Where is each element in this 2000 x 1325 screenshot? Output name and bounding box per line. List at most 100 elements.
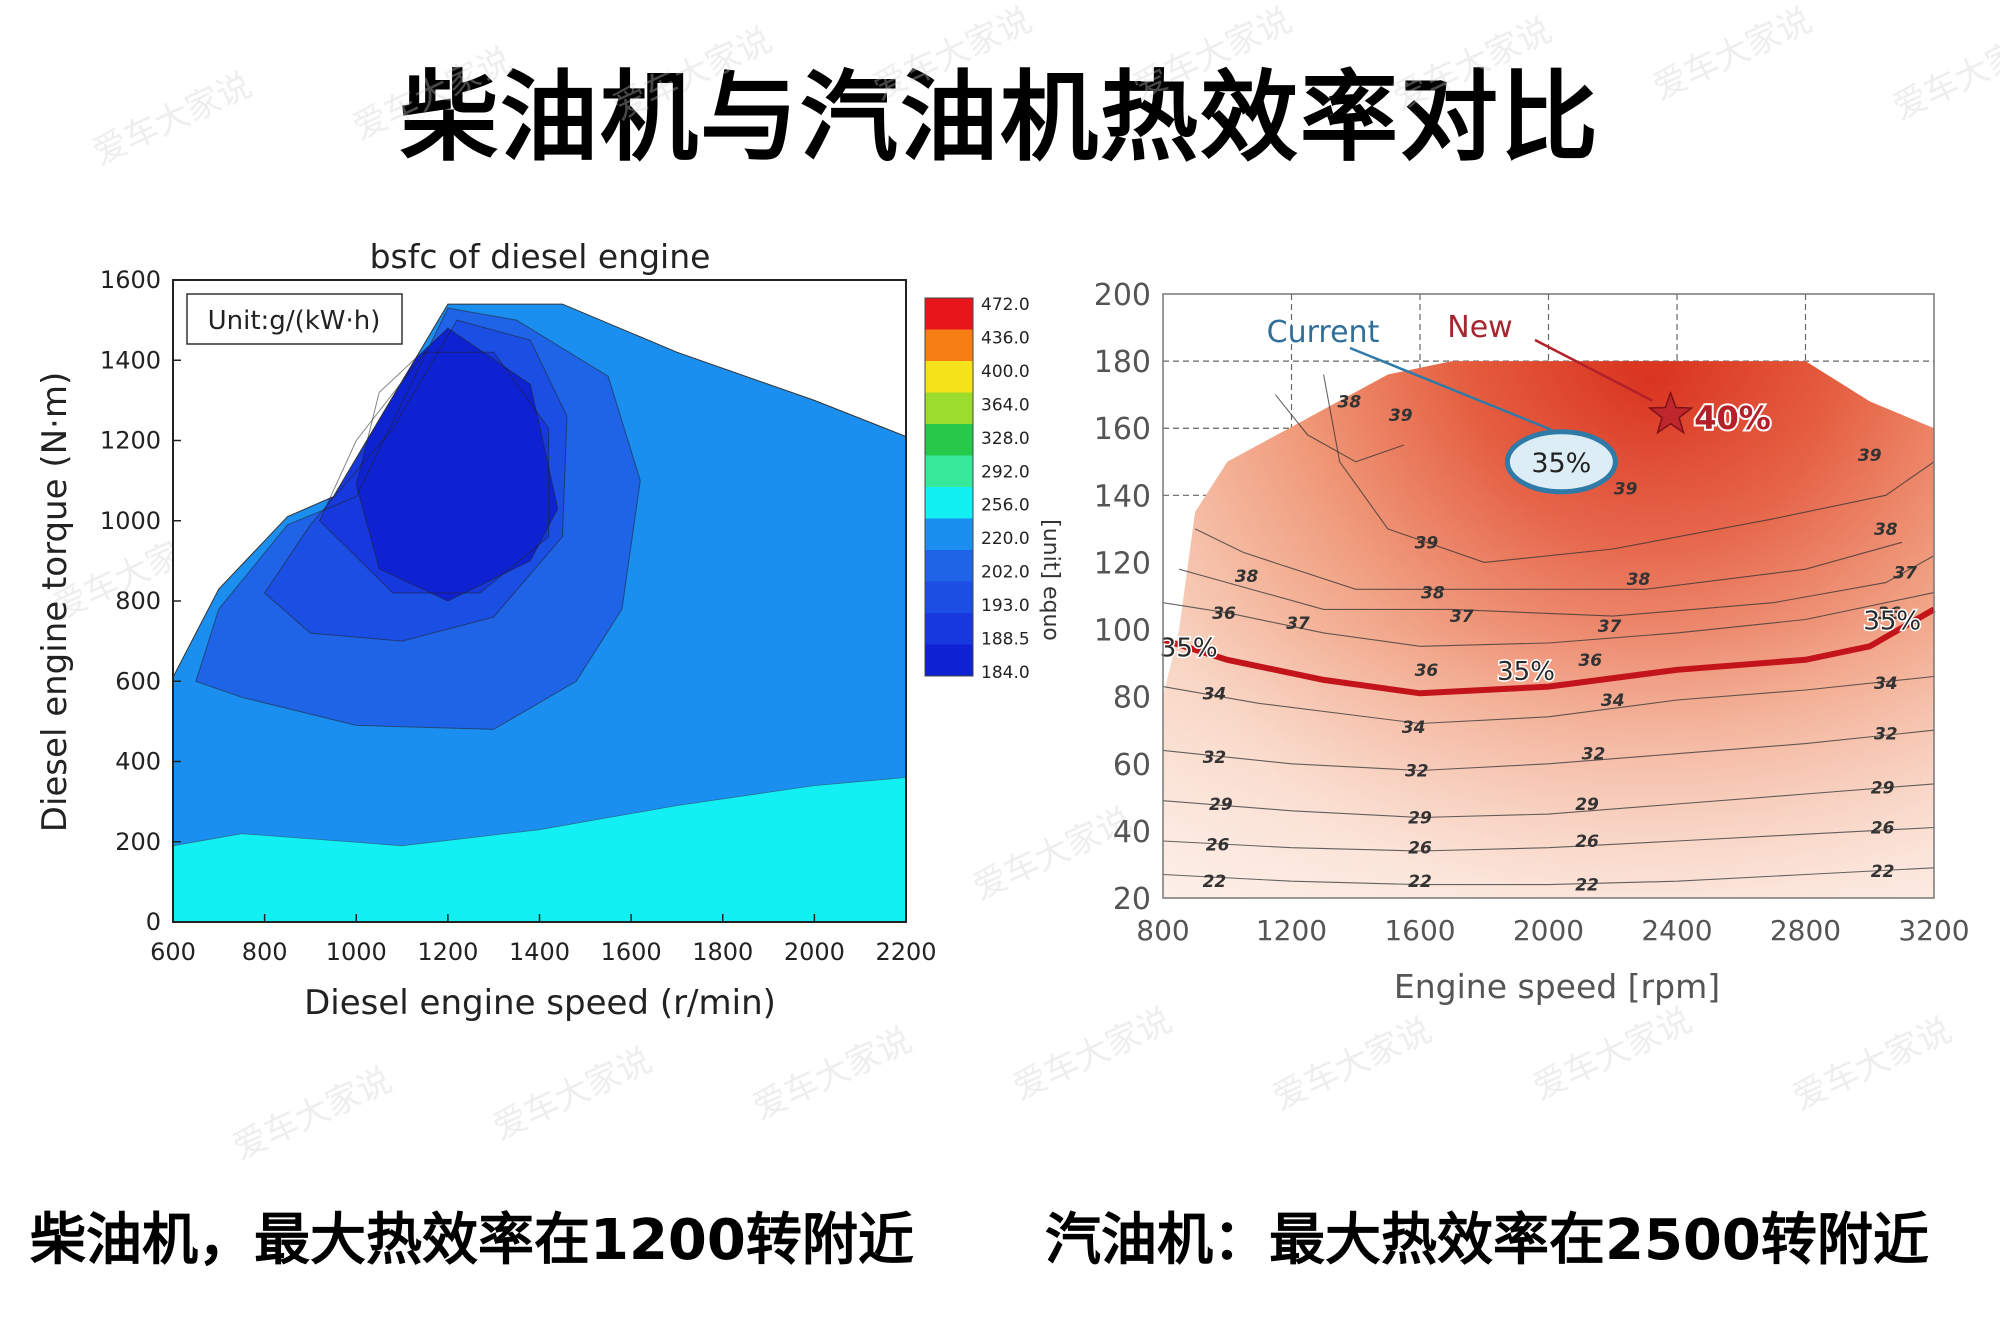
iso-efficiency-line (1163, 592, 1934, 647)
caption-diesel: 柴油机，最大热效率在1200转附近 (30, 1208, 914, 1273)
watermark-text: 爱车大家说 (1787, 1010, 1958, 1118)
y-tick-label: 140 (1094, 479, 1151, 514)
colorbar-level: 256.0 (981, 496, 1030, 516)
contour-value-label: 26 (1408, 839, 1432, 859)
contour-value-label: 36 (1578, 651, 1602, 671)
contour-value-label: 34 (1601, 691, 1625, 711)
colorbar-level: 184.0 (981, 663, 1030, 683)
colorbar-level: 400.0 (981, 362, 1030, 382)
gasoline-plot-frame (1162, 293, 1935, 899)
diesel-axis-ticks: 600 800 1000 1200 1400 1600 1800 2000 2200 0 200 40… (100, 266, 937, 966)
outside-envelope (173, 280, 906, 678)
colorbar-swatch (925, 424, 973, 456)
diesel-contour-fill (173, 280, 906, 922)
iso-efficiency-line (1163, 867, 1934, 886)
x-tick-label: 1200 (417, 938, 478, 966)
y-tick-label: 400 (115, 748, 161, 776)
colorbar-level: 188.5 (981, 630, 1030, 650)
region-184 (356, 328, 558, 601)
gasoline-x-label: Engine speed [rpm] (1394, 967, 1720, 1006)
current-label: Current (1267, 315, 1380, 350)
unit-box (186, 293, 403, 345)
contour-value-label: 32 (1582, 745, 1606, 765)
contour-value-label: 38 (1235, 567, 1259, 587)
contour-value-label: 29 (1575, 795, 1599, 815)
watermark-text: 爱车大家说 (747, 1020, 918, 1128)
x-tick-label: 1000 (326, 938, 387, 966)
x-tick-label: 2000 (784, 938, 845, 966)
diesel-bsfc-chart: bsfc of diesel engine 600 800 1000 1200 1400… (35, 237, 1063, 1023)
colorbar-frame (924, 297, 974, 677)
x-tick-label: 1800 (692, 938, 753, 966)
y-tick-label: 1400 (100, 346, 161, 374)
series-35-label: 35% (1863, 607, 1921, 637)
current-pointer (1349, 346, 1552, 431)
contour-value-label: 32 (1874, 725, 1898, 745)
x-tick-label: 600 (150, 938, 196, 966)
x-tick-label: 3200 (1898, 914, 1969, 947)
iso-efficiency-line (1194, 528, 1903, 590)
contour-value-label: 26 (1871, 819, 1895, 839)
y-tick-label: 0 (146, 908, 161, 936)
y-tick-label: 200 (115, 828, 161, 856)
efficiency-35-labels: 35% 35% 35% (1158, 605, 1922, 688)
gasoline-contour-lines (1163, 374, 1934, 886)
diesel-x-label: Diesel engine speed (r/min) (304, 983, 776, 1023)
y-tick-label: 60 (1113, 748, 1151, 783)
x-tick-label: 1600 (1384, 914, 1455, 947)
x-tick-label: 2800 (1770, 914, 1841, 947)
y-tick-label: 180 (1094, 345, 1151, 380)
contour-value-label: 26 (1206, 835, 1230, 855)
y-tick-label: 1200 (100, 427, 161, 455)
iso-efficiency-line (1323, 374, 1934, 563)
current-value: 35% (1531, 448, 1591, 479)
colorbar-level: 364.0 (981, 395, 1030, 415)
full-load-curve (173, 303, 906, 678)
contour-value-label: 34 (1874, 674, 1898, 694)
colorbar-swatch (925, 644, 973, 677)
watermark-text: 爱车大家说 (867, 0, 1038, 108)
contour-value-label: 37 (1450, 607, 1474, 627)
y-tick-label: 160 (1094, 412, 1151, 447)
diesel-y-label: Diesel engine torque (N·m) (35, 372, 75, 832)
contour-value-label: 26 (1575, 832, 1599, 852)
iso-efficiency-line (1178, 555, 1934, 617)
contour-value-label: 38 (1874, 520, 1898, 540)
colorbar-swatch (925, 392, 973, 425)
watermark-text: 爱车大家说 (1647, 0, 1818, 108)
watermark-text: 爱车大家说 (347, 40, 518, 148)
y-tick-label: 800 (115, 587, 161, 615)
diesel-contour-lines (173, 303, 906, 730)
watermark-text: 爱车大家说 (227, 1060, 398, 1168)
watermark-text: 爱车大家说 (1387, 10, 1558, 118)
contour-value-label: 34 (1203, 684, 1227, 704)
iso-efficiency-line (1274, 394, 1405, 463)
series-35-label: 35% (1160, 633, 1218, 663)
colorbar-swatch (925, 361, 973, 393)
colorbar-label: [unit] equo (1038, 519, 1063, 641)
colorbar-level: 472.0 (981, 295, 1030, 315)
x-tick-label: 2000 (1513, 914, 1584, 947)
contour-value-label: 29 (1209, 795, 1233, 815)
x-tick-label: 1600 (601, 938, 662, 966)
contour-value-label: 29 (1871, 778, 1895, 798)
series-35-label: 35% (1497, 657, 1555, 687)
new-pointer (1534, 338, 1654, 402)
contour-value-label: 39 (1389, 406, 1413, 426)
contour-value-label: 37 (1598, 617, 1622, 637)
x-tick-label: 2200 (875, 938, 936, 966)
watermark-text: 爱车大家说 (1267, 1010, 1438, 1118)
x-tick-label: 800 (1136, 914, 1189, 947)
gasoline-annotations: 35% Current New 40% (1267, 310, 1773, 495)
contour-value-label: 39 (1858, 446, 1882, 466)
contour-value-label: 38 (1337, 392, 1361, 412)
watermark-text: 爱车大家说 (1527, 1000, 1698, 1108)
contour-value-label: 39 (1415, 533, 1439, 553)
x-tick-label: 800 (242, 938, 288, 966)
contour-value-label: 36 (1877, 604, 1901, 624)
contour-value-label: 32 (1203, 748, 1227, 768)
y-tick-label: 40 (1113, 815, 1151, 850)
iso-efficiency-line (1163, 675, 1934, 725)
contour-line (263, 319, 568, 642)
